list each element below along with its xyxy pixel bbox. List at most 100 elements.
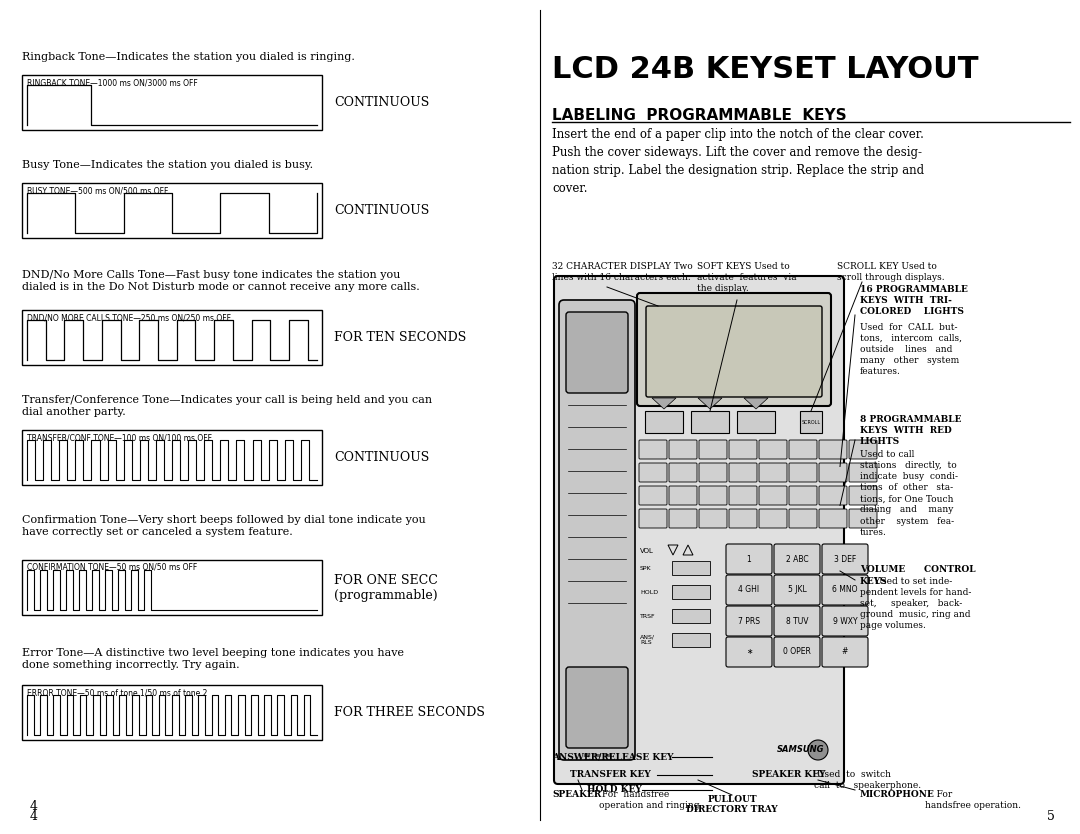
FancyBboxPatch shape <box>726 606 772 636</box>
Text: ∗: ∗ <box>746 647 752 656</box>
Text: 7 PRS: 7 PRS <box>738 616 760 626</box>
Text: 0 OPER: 0 OPER <box>783 647 811 656</box>
Text: HOLD: HOLD <box>640 590 658 595</box>
Text: SPEAKER: SPEAKER <box>552 790 602 799</box>
Text: Busy Tone—Indicates the station you dialed is busy.: Busy Tone—Indicates the station you dial… <box>22 160 313 170</box>
Text: BUSY TONE—500 ms ON/500 ms OFF: BUSY TONE—500 ms ON/500 ms OFF <box>27 186 168 195</box>
FancyBboxPatch shape <box>566 312 627 393</box>
Text: Transfer/Conference Tone—Indicates your call is being held and you can
dial anot: Transfer/Conference Tone—Indicates your … <box>22 395 432 417</box>
FancyBboxPatch shape <box>849 440 877 459</box>
Text: TRSF: TRSF <box>640 614 656 619</box>
FancyBboxPatch shape <box>759 486 787 505</box>
Text: 8 TUV: 8 TUV <box>786 616 808 626</box>
FancyBboxPatch shape <box>646 306 822 397</box>
FancyBboxPatch shape <box>849 486 877 505</box>
FancyBboxPatch shape <box>669 463 697 482</box>
Bar <box>672 585 710 599</box>
Bar <box>672 609 710 623</box>
FancyBboxPatch shape <box>759 463 787 482</box>
FancyBboxPatch shape <box>759 440 787 459</box>
Text: ANSWER/RELEASE KEY: ANSWER/RELEASE KEY <box>552 752 674 761</box>
Text: 1: 1 <box>746 555 752 564</box>
FancyBboxPatch shape <box>726 575 772 605</box>
FancyBboxPatch shape <box>819 486 847 505</box>
Text: Used  to  switch
call  to   speakerphone.: Used to switch call to speakerphone. <box>814 770 921 790</box>
FancyBboxPatch shape <box>774 575 820 605</box>
Text: DND/No More Calls Tone—Fast busy tone indicates the station you
dialed is in the: DND/No More Calls Tone—Fast busy tone in… <box>22 270 420 292</box>
FancyBboxPatch shape <box>729 463 757 482</box>
Bar <box>672 561 710 575</box>
Polygon shape <box>744 398 768 409</box>
Text: #: # <box>841 647 848 656</box>
FancyBboxPatch shape <box>669 440 697 459</box>
Text: PULLOUT
DIRECTORY TRAY: PULLOUT DIRECTORY TRAY <box>686 795 778 814</box>
Text: 2 ABC: 2 ABC <box>785 555 808 564</box>
FancyBboxPatch shape <box>554 276 843 784</box>
Text: FOR ONE SECC
(programmable): FOR ONE SECC (programmable) <box>334 574 437 601</box>
Text: 4: 4 <box>30 800 38 813</box>
Text: For
handsfree operation.: For handsfree operation. <box>924 790 1021 810</box>
Text: Used to set inde-
pendent levels for hand-
set,     speaker,   back-
ground  mus: Used to set inde- pendent levels for han… <box>860 577 971 631</box>
Text: CONTINUOUS: CONTINUOUS <box>334 204 429 217</box>
Text: Used  for  CALL  but-
tons,   intercom  calls,
outside    lines   and
many   oth: Used for CALL but- tons, intercom calls,… <box>860 323 962 376</box>
Bar <box>22 75 322 130</box>
Bar <box>22 183 322 238</box>
FancyBboxPatch shape <box>729 440 757 459</box>
Circle shape <box>808 740 828 760</box>
FancyBboxPatch shape <box>726 637 772 667</box>
Bar <box>22 560 322 615</box>
Text: CONTINUOUS: CONTINUOUS <box>334 96 429 109</box>
Text: SOFT KEYS Used to
activate  features  via
the display.: SOFT KEYS Used to activate features via … <box>697 262 797 294</box>
FancyBboxPatch shape <box>726 544 772 574</box>
Text: 5 JKL: 5 JKL <box>787 585 807 595</box>
FancyBboxPatch shape <box>819 509 847 528</box>
Text: VOL: VOL <box>640 548 653 554</box>
Text: TRANSFER/CONF TONE—100 ms ON/100 ms OFF: TRANSFER/CONF TONE—100 ms ON/100 ms OFF <box>27 433 212 442</box>
FancyBboxPatch shape <box>789 440 816 459</box>
Text: TRANSFER KEY: TRANSFER KEY <box>570 770 651 779</box>
FancyBboxPatch shape <box>774 637 820 667</box>
FancyBboxPatch shape <box>699 440 727 459</box>
Text: LABELING  PROGRAMMABLE  KEYS: LABELING PROGRAMMABLE KEYS <box>552 108 847 123</box>
Text: FOR TEN SECONDS: FOR TEN SECONDS <box>334 331 467 344</box>
Text: HOLD KEY: HOLD KEY <box>588 785 642 794</box>
Text: MICROPHONE: MICROPHONE <box>860 790 935 799</box>
Text: RINGBACK TONE—1000 ms ON/3000 ms OFF: RINGBACK TONE—1000 ms ON/3000 ms OFF <box>27 78 198 87</box>
FancyBboxPatch shape <box>759 509 787 528</box>
Text: VOLUME      CONTROL: VOLUME CONTROL <box>860 565 975 574</box>
Text: KEYS: KEYS <box>860 577 888 586</box>
FancyBboxPatch shape <box>639 440 667 459</box>
FancyBboxPatch shape <box>639 463 667 482</box>
Text: ▬ ▬ ▬: ▬ ▬ ▬ <box>582 751 611 760</box>
FancyBboxPatch shape <box>822 575 868 605</box>
Text: Confirmation Tone—Very short beeps followed by dial tone indicate you
have corre: Confirmation Tone—Very short beeps follo… <box>22 515 426 536</box>
Bar <box>672 633 710 647</box>
Text: 3 DEF: 3 DEF <box>834 555 856 564</box>
Bar <box>737 411 775 433</box>
Text: DND/NO MORE CALLS TONE—250 ms ON/250 ms OFF: DND/NO MORE CALLS TONE—250 ms ON/250 ms … <box>27 313 231 322</box>
Text: SAMSUNG: SAMSUNG <box>777 746 824 755</box>
Bar <box>800 411 822 433</box>
FancyBboxPatch shape <box>699 463 727 482</box>
Text: ERROR TONE—50 ms of tone 1/50 ms of tone 2: ERROR TONE—50 ms of tone 1/50 ms of tone… <box>27 688 207 697</box>
FancyBboxPatch shape <box>819 463 847 482</box>
FancyBboxPatch shape <box>849 509 877 528</box>
FancyBboxPatch shape <box>669 509 697 528</box>
FancyBboxPatch shape <box>639 509 667 528</box>
Bar <box>22 685 322 740</box>
FancyBboxPatch shape <box>789 463 816 482</box>
Text: SCROLL: SCROLL <box>801 420 821 425</box>
Text: 4: 4 <box>30 810 38 823</box>
FancyBboxPatch shape <box>822 544 868 574</box>
Text: FOR THREE SECONDS: FOR THREE SECONDS <box>334 706 485 719</box>
Text: 16 PROGRAMMABLE
KEYS  WITH  TRI-
COLORED    LIGHTS: 16 PROGRAMMABLE KEYS WITH TRI- COLORED L… <box>860 285 968 316</box>
FancyBboxPatch shape <box>819 440 847 459</box>
FancyBboxPatch shape <box>822 606 868 636</box>
Text: Insert the end of a paper clip into the notch of the clear cover.
Push the cover: Insert the end of a paper clip into the … <box>552 128 924 195</box>
Text: SCROLL KEY Used to
scroll through displays.: SCROLL KEY Used to scroll through displa… <box>837 262 945 282</box>
Bar <box>691 411 729 433</box>
FancyBboxPatch shape <box>637 293 831 406</box>
Text: 8 PROGRAMMABLE
KEYS  WITH  RED
LIGHTS: 8 PROGRAMMABLE KEYS WITH RED LIGHTS <box>860 415 961 446</box>
Text: CONTINUOUS: CONTINUOUS <box>334 451 429 464</box>
Text: 4 GHI: 4 GHI <box>739 585 759 595</box>
